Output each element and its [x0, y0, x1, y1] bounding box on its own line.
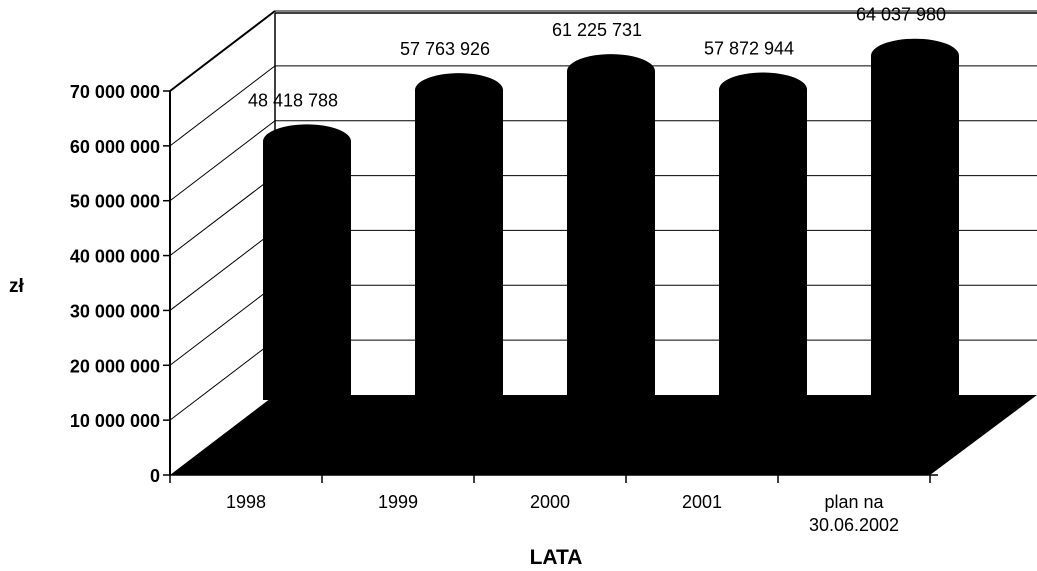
data-labels: 48 418 788 57 763 926 61 225 731 57 872 944… [248, 5, 946, 111]
side-gridline [169, 175, 276, 256]
y-tick-label: 70 000 000 [70, 82, 160, 102]
x-tick-label: 1999 [378, 492, 418, 512]
x-tick-label: plan na 30.06.2002 [809, 492, 899, 535]
x-tick-label: 1998 [226, 492, 266, 512]
bar-body [415, 73, 503, 401]
y-axis-title: zł [9, 276, 25, 297]
floor [170, 395, 1037, 475]
data-label: 48 418 788 [248, 90, 338, 110]
bar-body [871, 38, 959, 401]
y-tick-label: 20 000 000 [70, 356, 160, 376]
bar [871, 38, 959, 401]
side-wall-top-edge [169, 10, 276, 92]
side-gridline [169, 120, 276, 202]
side-gridline [169, 284, 276, 366]
y-tick-label: 10 000 000 [70, 411, 160, 431]
y-tick-label: 30 000 000 [70, 301, 160, 321]
bar [567, 54, 655, 401]
y-tick-label: 60 000 000 [70, 137, 160, 157]
data-label: 57 872 944 [704, 39, 794, 59]
y-tick-label: 0 [150, 466, 160, 486]
bar [719, 72, 807, 400]
x-axis: 1998 1999 2000 2001 plan na 30.06.2002 [169, 474, 938, 535]
side-gridline [169, 230, 276, 311]
side-gridline [169, 65, 276, 147]
bar-body [263, 124, 351, 401]
data-label: 61 225 731 [552, 20, 642, 40]
x-axis-title: LATA [530, 546, 583, 569]
bar [263, 124, 351, 401]
data-label: 64 037 980 [856, 5, 946, 25]
y-axis: 0 10 000 000 20 000 000 30 000 000 40 000 00… [70, 82, 170, 486]
y-tick-label: 40 000 000 [70, 247, 160, 267]
bar [415, 73, 503, 401]
side-wall [169, 10, 276, 475]
x-tick-label: 2000 [530, 492, 570, 512]
bar-body [567, 54, 655, 401]
bars [263, 38, 959, 401]
y-tick-label: 50 000 000 [70, 192, 160, 212]
x-tick-label: 2001 [682, 492, 722, 512]
side-gridline [169, 339, 276, 421]
data-label: 57 763 926 [400, 39, 490, 59]
bar-body [719, 72, 807, 400]
